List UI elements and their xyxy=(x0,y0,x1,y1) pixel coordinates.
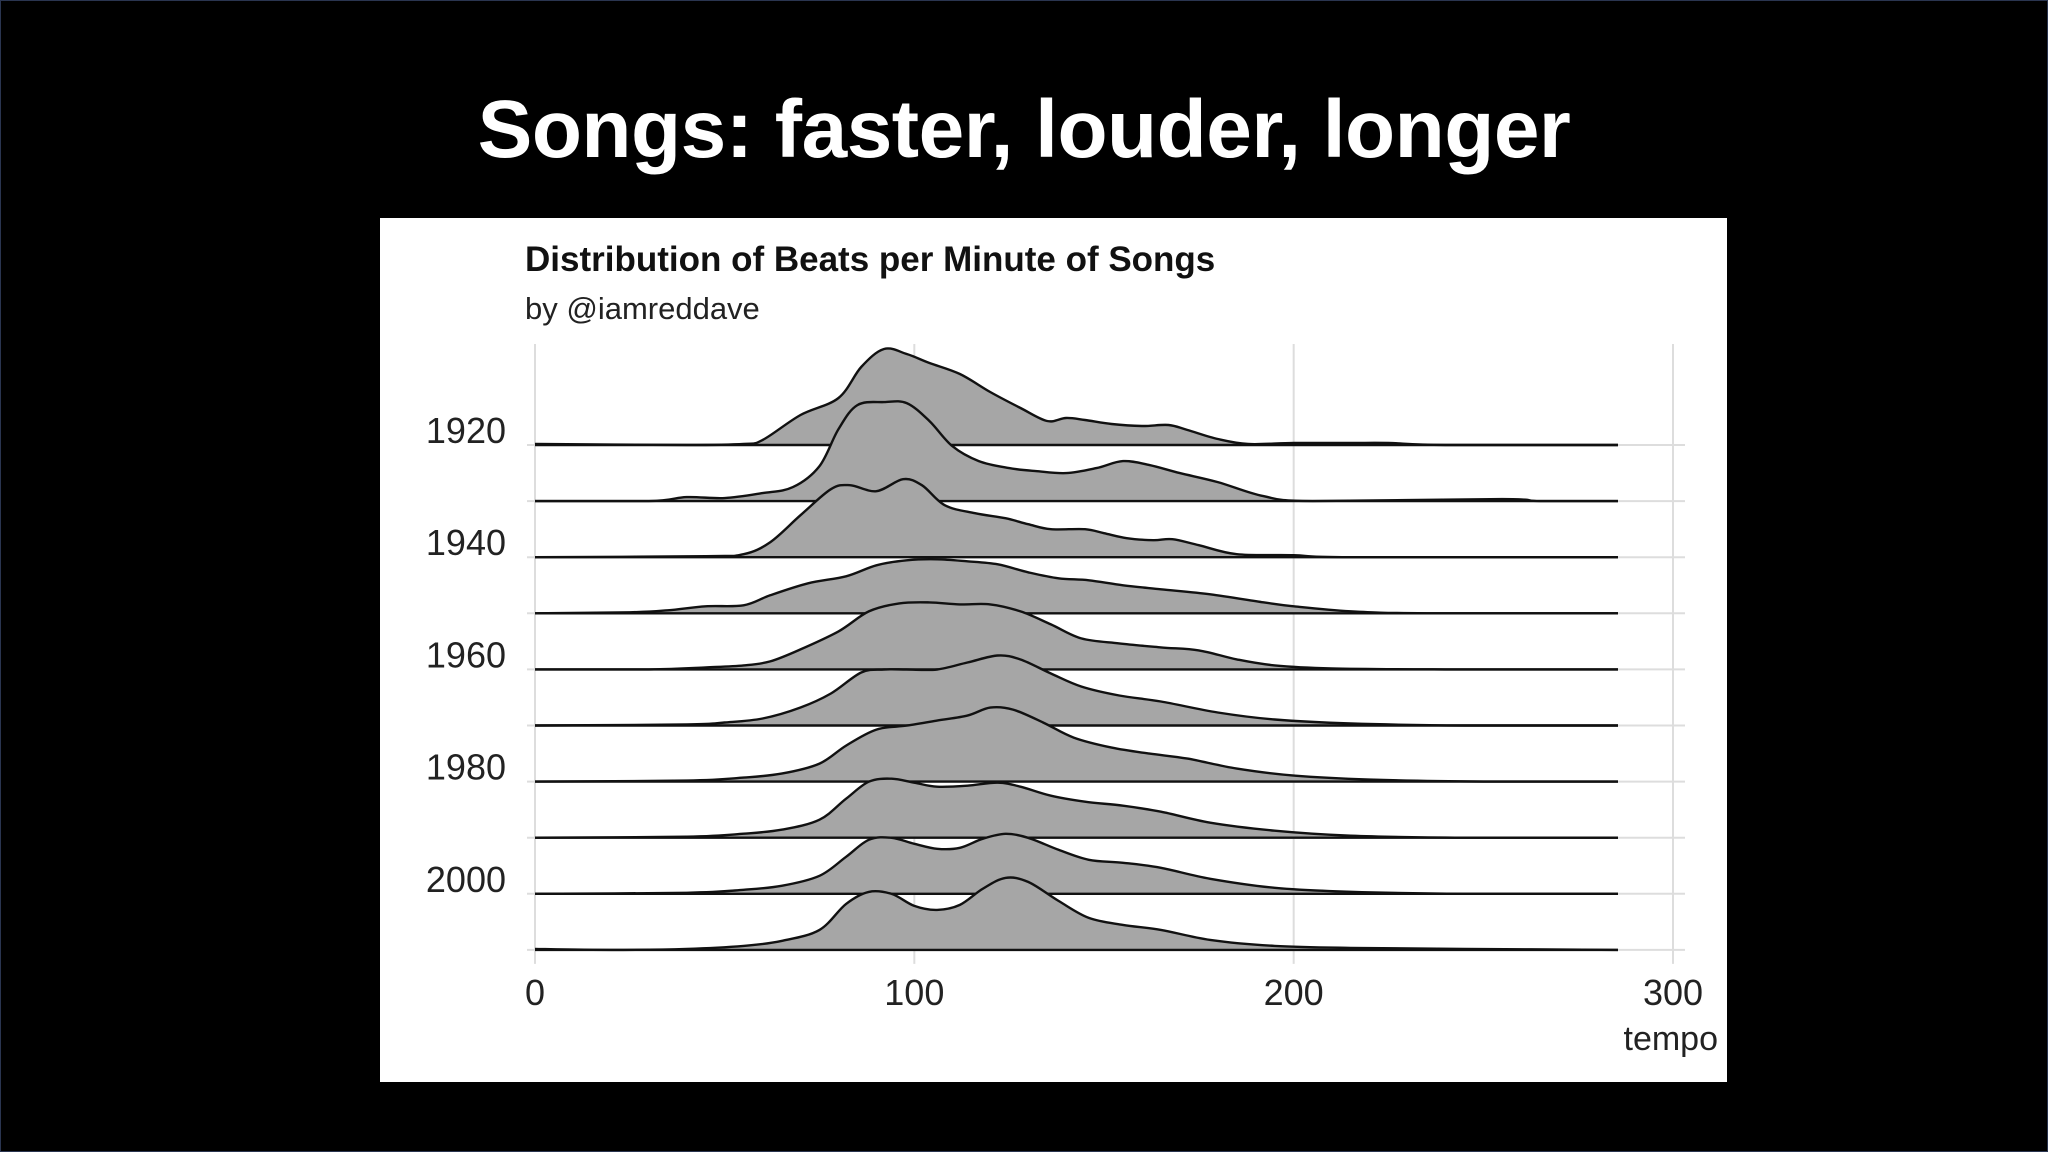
ridge-fill-1960 xyxy=(535,602,1618,670)
ridge-fill-1920 xyxy=(535,348,1618,445)
ridge-fill-1980 xyxy=(535,707,1618,782)
y-tick-1920: 1920 xyxy=(426,410,506,451)
y-tick-2000: 2000 xyxy=(426,859,506,900)
ridge-line-1970 xyxy=(534,654,1618,727)
chart-title: Distribution of Beats per Minute of Song… xyxy=(525,240,1215,279)
ridgeline-chart: 0 100 200 300 1920 1940 1960 1980 2000 Distribut… xyxy=(426,240,1719,1058)
ridge-fill-1950 xyxy=(535,559,1618,614)
ridge-fill-2010 xyxy=(535,877,1618,950)
x-tick-300: 300 xyxy=(1643,972,1703,1013)
ridge-fill-1940 xyxy=(535,478,1618,558)
ridge-line-2010 xyxy=(534,876,1619,952)
ridge-line-1950 xyxy=(534,558,1618,615)
ridge-line-1930 xyxy=(535,400,1618,503)
y-tick-1960: 1960 xyxy=(426,634,506,675)
y-tick-1940: 1940 xyxy=(426,522,506,563)
chart-panel: 0 100 200 300 1920 1940 1960 1980 2000 Distribut… xyxy=(380,218,1727,1082)
tick-layer: 0 100 200 300 1920 1940 1960 1980 2000 xyxy=(426,410,1703,1013)
x-tick-200: 200 xyxy=(1264,972,1324,1013)
slide-title: Songs: faster, louder, longer xyxy=(477,84,1571,175)
ridge-fill-1930 xyxy=(535,401,1618,502)
ridge-line-1980 xyxy=(534,705,1618,783)
x-axis-label: tempo xyxy=(1624,1020,1719,1058)
x-tick-100: 100 xyxy=(884,972,944,1013)
x-tick-0: 0 xyxy=(525,972,545,1013)
ridge-line-1920 xyxy=(534,347,1618,447)
ridge-fill-2000 xyxy=(535,833,1618,894)
ridge-fill-1970 xyxy=(535,655,1618,726)
ridge-line-2000 xyxy=(534,832,1618,896)
chart-subtitle: by @iamreddave xyxy=(525,291,760,326)
ridge-layer xyxy=(534,347,1619,952)
ridge-fill-1990 xyxy=(535,778,1618,838)
ridge-line-1990 xyxy=(534,777,1618,839)
ridge-line-1940 xyxy=(534,477,1618,559)
y-tick-1980: 1980 xyxy=(426,747,506,788)
ridge-line-1960 xyxy=(535,601,1618,671)
